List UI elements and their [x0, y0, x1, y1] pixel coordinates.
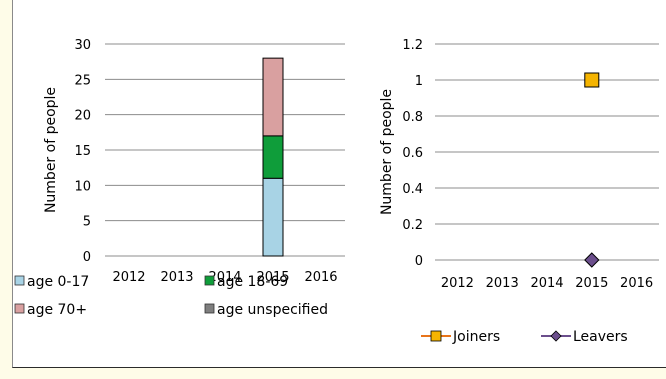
y-tick-label: 10: [74, 179, 91, 194]
y-tick-label: 0.6: [402, 146, 423, 161]
y-tick-label: 1.2: [402, 38, 423, 53]
x-tick-label: 2013: [486, 276, 519, 291]
y-tick-label: 1: [415, 74, 423, 89]
y-tick-label: 0.2: [402, 218, 423, 233]
legend-swatch: [204, 303, 215, 314]
y-axis-label: Number of people: [379, 89, 395, 215]
legend-marker: [430, 330, 442, 342]
line-chart-panel: 0 0.2 0.4 0.6 0.8 1 1.2 2012 2013 2014 2015 2016 Num…: [355, 0, 666, 368]
y-tick-label: 15: [74, 144, 91, 159]
y-tick-label: 25: [74, 73, 91, 88]
x-tick-label: 2013: [160, 270, 193, 285]
y-tick-label: 20: [74, 109, 91, 124]
x-tick-label: 2014: [208, 270, 241, 285]
data-point: [584, 252, 600, 268]
y-tick-label: 0.4: [402, 182, 423, 197]
legend-label: age unspecified: [217, 302, 328, 318]
legend-swatch: [204, 275, 215, 286]
legend-label: Leavers: [573, 329, 628, 345]
legend-label: age 70+: [27, 302, 87, 318]
y-tick-label: 0.8: [402, 110, 423, 125]
x-tick-label: 2012: [112, 270, 145, 285]
data-point: [584, 72, 600, 88]
bar-segment: [262, 57, 284, 137]
x-tick-label: 2016: [304, 270, 337, 285]
x-tick-label: 2012: [441, 276, 474, 291]
y-axis-label: Number of people: [43, 87, 59, 213]
stacked-bar-chart-panel: 0 5 10 15 20 25 30 2012 2013 2014 2015 2016 Number o…: [13, 0, 355, 368]
x-tick-label: 2015: [575, 276, 608, 291]
x-tick-label: 2014: [530, 276, 563, 291]
y-tick-label: 0: [83, 250, 91, 265]
chart-figure: 0 5 10 15 20 25 30 2012 2013 2014 2015 2016 Number o…: [12, 0, 666, 368]
legend-marker: [550, 330, 562, 342]
legend-label: Joiners: [452, 329, 500, 345]
y-tick-label: 0: [415, 254, 423, 269]
bar-segment: [262, 135, 284, 179]
x-tick-label: 2016: [620, 276, 653, 291]
y-tick-label: 30: [74, 38, 91, 53]
x-tick-label: 2015: [256, 270, 289, 285]
stacked-bar-chart: 0 5 10 15 20 25 30 2012 2013 2014 2015 2016 Number o…: [14, 38, 345, 318]
y-tick-label: 5: [83, 215, 91, 230]
legend-label: age 0-17: [27, 274, 89, 290]
bar-segment: [262, 177, 284, 257]
legend-label: age 18-69: [217, 274, 288, 290]
joiners-leavers-chart: 0 0.2 0.4 0.6 0.8 1 1.2 2012 2013 2014 2015 2016 Num…: [379, 38, 659, 345]
legend-swatch: [14, 275, 25, 286]
legend-swatch: [14, 303, 25, 314]
